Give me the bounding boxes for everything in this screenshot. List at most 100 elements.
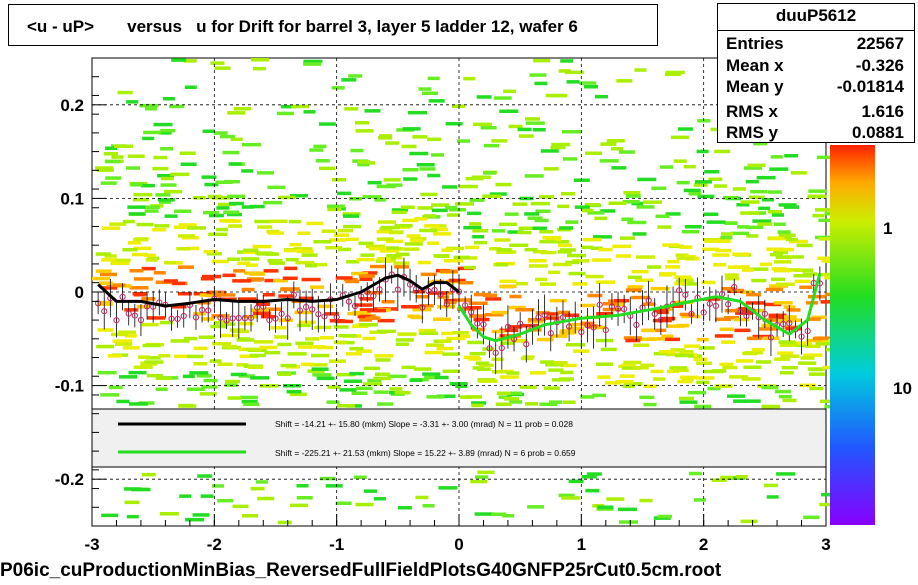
- heatmap-cell: [763, 483, 778, 488]
- heatmap-cell: [208, 232, 228, 237]
- heatmap-cell: [101, 513, 119, 518]
- heatmap-cell: [136, 222, 154, 227]
- heatmap-cell: [750, 267, 769, 271]
- heatmap-cell: [133, 246, 152, 251]
- heatmap-cell: [794, 279, 811, 284]
- data-point: [345, 298, 352, 305]
- heatmap-cell: [415, 495, 429, 500]
- heatmap-cell: [463, 265, 476, 270]
- heatmap-cell: [724, 221, 738, 225]
- heatmap-cell: [417, 260, 431, 265]
- heatmap-cell: [445, 122, 463, 126]
- heatmap-cell: [301, 253, 318, 257]
- heatmap-cell: [623, 191, 641, 195]
- heatmap-cell: [600, 347, 617, 352]
- heatmap-cell: [743, 365, 762, 369]
- heatmap-cell: [558, 69, 571, 73]
- heatmap-cell: [169, 104, 185, 109]
- heatmap-cell: [296, 249, 314, 254]
- heatmap-cell: [707, 386, 721, 391]
- heatmap-cell: [812, 336, 828, 341]
- heatmap-cell: [635, 255, 655, 259]
- heatmap-cell: [560, 329, 573, 333]
- data-point: [517, 320, 524, 327]
- heatmap-cell: [394, 224, 413, 228]
- heatmap-cell: [141, 297, 156, 301]
- heatmap-cell: [286, 389, 302, 394]
- heatmap-cell: [664, 72, 681, 76]
- heatmap-cell: [742, 351, 758, 356]
- heatmap-cell: [276, 111, 294, 116]
- heatmap-cell: [592, 235, 612, 239]
- heatmap-cell: [736, 203, 750, 207]
- heatmap-cell: [257, 225, 273, 229]
- heatmap-cell: [591, 325, 606, 330]
- heatmap-cell: [721, 232, 733, 236]
- heatmap-cell: [620, 363, 636, 367]
- heatmap-cell: [444, 300, 457, 305]
- heatmap-cell: [224, 383, 238, 387]
- heatmap-cell: [518, 226, 533, 230]
- heatmap-cell: [642, 302, 656, 306]
- heatmap-cell: [241, 205, 254, 209]
- heatmap-cell: [348, 74, 363, 78]
- heatmap-cell: [625, 288, 642, 292]
- heatmap-cell: [688, 192, 702, 196]
- stats-value: -0.01814: [836, 77, 904, 96]
- x-tick-label: 0: [454, 535, 463, 554]
- heatmap-cell: [559, 248, 576, 252]
- heatmap-cell: [288, 219, 301, 224]
- heatmap-cell: [170, 172, 190, 177]
- heatmap-cell: [351, 391, 368, 395]
- heatmap-cell: [631, 269, 649, 274]
- heatmap-cell: [496, 248, 512, 252]
- data-point: [498, 344, 505, 352]
- heatmap-cell: [174, 354, 191, 359]
- heatmap-cell: [153, 271, 166, 275]
- heatmap-cell: [451, 104, 465, 108]
- heatmap-cell: [409, 151, 429, 156]
- heatmap-cell: [109, 222, 127, 226]
- heatmap-cell: [678, 396, 694, 401]
- heatmap-cell: [819, 399, 833, 404]
- heatmap-cell: [805, 344, 821, 348]
- heatmap-cell: [252, 244, 272, 249]
- heatmap-cell: [595, 362, 613, 366]
- heatmap-cell: [116, 399, 130, 404]
- heatmap-cell: [152, 166, 169, 171]
- stats-label: RMS y: [726, 123, 778, 142]
- data-point: [657, 316, 664, 324]
- heatmap-cell: [362, 336, 376, 341]
- data-point: [706, 300, 713, 307]
- heatmap-cell: [777, 230, 791, 234]
- heatmap-cell: [401, 305, 420, 309]
- data-point: [131, 312, 138, 319]
- heatmap-cell: [164, 189, 183, 194]
- heatmap-cell: [453, 298, 472, 302]
- heatmap-cell: [585, 488, 600, 493]
- heatmap-cell: [800, 356, 815, 360]
- data-point: [596, 301, 603, 308]
- heatmap-cell: [237, 261, 251, 265]
- heatmap-cell: [260, 314, 275, 319]
- heatmap-cell: [766, 495, 779, 499]
- heatmap-cell: [210, 61, 225, 65]
- heatmap-cell: [274, 335, 289, 339]
- heatmap-cell: [216, 293, 236, 297]
- heatmap-cell: [647, 328, 667, 333]
- data-point: [651, 310, 658, 317]
- heatmap-cell: [162, 97, 175, 101]
- heatmap-cell: [472, 122, 492, 127]
- data-point: [296, 307, 304, 314]
- heatmap-cell: [619, 374, 635, 378]
- heatmap-cell: [803, 353, 823, 357]
- heatmap-cell: [122, 248, 138, 252]
- heatmap-cell: [310, 285, 325, 289]
- heatmap-cell: [189, 371, 209, 375]
- heatmap-cell: [443, 299, 457, 303]
- heatmap-cell: [635, 278, 654, 282]
- heatmap-cell: [534, 81, 548, 86]
- heatmap-cell: [667, 259, 680, 264]
- heatmap-cell: [472, 235, 485, 239]
- heatmap-cell: [140, 183, 155, 188]
